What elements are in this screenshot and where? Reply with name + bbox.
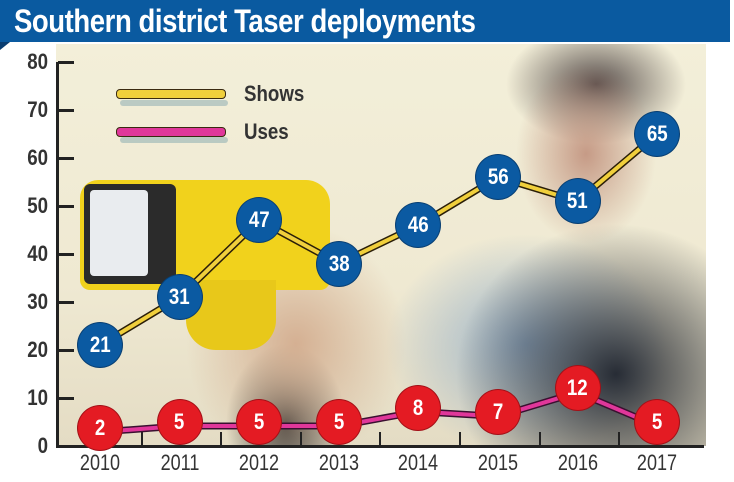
- shows-marker: 21: [78, 323, 122, 368]
- taser-cartridge: [90, 190, 148, 276]
- data-label: 8: [413, 394, 424, 420]
- x-tick-label: 2011: [160, 450, 199, 475]
- data-label: 12: [567, 375, 588, 401]
- legend-uses-shadow: [120, 137, 228, 143]
- legend-shows-label: Shows: [244, 81, 305, 106]
- chart-title: Southern district Taser deployments: [14, 3, 476, 39]
- y-tick-label: 50: [27, 193, 48, 218]
- shows-marker: 31: [157, 275, 202, 320]
- legend-shows-line: [116, 89, 226, 99]
- y-axis: [56, 62, 59, 448]
- x-tick-label: 2016: [557, 450, 598, 475]
- x-tick: [379, 432, 382, 446]
- y-tick-label: 70: [27, 97, 48, 122]
- data-label: 5: [253, 409, 265, 434]
- y-tick-label: 10: [27, 385, 48, 410]
- x-tick-label: 2017: [637, 450, 678, 475]
- x-tick: [618, 432, 621, 446]
- data-label: 47: [248, 207, 270, 233]
- y-tick-label: 60: [27, 145, 48, 170]
- x-tick-label: 2013: [318, 450, 359, 475]
- data-label: 51: [567, 188, 588, 214]
- x-tick-label: 2015: [477, 450, 519, 475]
- data-label: 46: [407, 212, 429, 238]
- data-label: 7: [492, 399, 504, 425]
- x-tick: [459, 432, 461, 446]
- uses-marker: 2: [78, 406, 122, 450]
- data-label: 21: [89, 332, 111, 358]
- x-tick-label: 2014: [398, 450, 439, 475]
- x-tick-label: 2010: [79, 450, 121, 475]
- data-label: 38: [328, 250, 350, 276]
- x-tick-label: 2012: [239, 450, 280, 475]
- shows-marker: 56: [476, 155, 520, 200]
- y-tick-label: 30: [27, 289, 48, 314]
- y-tick: [58, 61, 74, 64]
- title-bar: Southern district Taser deployments: [0, 0, 730, 42]
- y-tick: [58, 205, 74, 208]
- data-label: 5: [651, 409, 663, 434]
- shows-marker: 38: [316, 241, 361, 286]
- uses-marker: 8: [396, 385, 441, 430]
- y-tick: [58, 157, 74, 160]
- y-tick-label: 40: [27, 241, 48, 266]
- y-tick: [58, 349, 74, 352]
- data-label: 2: [94, 415, 106, 440]
- uses-marker: 12: [555, 366, 600, 411]
- data-label: 65: [646, 121, 668, 146]
- x-axis: [56, 445, 704, 448]
- y-tick: [58, 253, 74, 256]
- y-tick-label: 20: [27, 337, 48, 362]
- uses-marker: 7: [476, 390, 520, 435]
- y-tick: [58, 301, 74, 304]
- shows-marker: 65: [635, 112, 680, 156]
- data-label: 5: [174, 409, 185, 434]
- uses-marker: 5: [635, 400, 680, 444]
- legend-shows-shadow: [120, 100, 228, 106]
- x-tick: [538, 432, 541, 446]
- uses-marker: 5: [237, 400, 282, 444]
- data-label: 5: [333, 409, 345, 434]
- y-tick: [58, 397, 74, 400]
- legend-uses-label: Uses: [244, 119, 289, 144]
- shows-marker: 47: [237, 198, 282, 243]
- x-tick: [220, 432, 223, 446]
- shows-marker: 46: [396, 203, 441, 248]
- y-tick-label: 80: [27, 49, 48, 74]
- x-tick: [140, 432, 143, 446]
- data-label: 31: [169, 284, 190, 310]
- shows-marker: 51: [555, 179, 600, 224]
- y-tick-label: 0: [37, 433, 48, 458]
- uses-marker: 5: [157, 400, 202, 444]
- uses-marker: 5: [316, 400, 361, 444]
- data-label: 56: [487, 164, 509, 190]
- x-tick: [299, 432, 302, 446]
- y-tick: [58, 109, 74, 112]
- title-notch: [0, 42, 10, 50]
- legend-uses-line: [116, 127, 226, 137]
